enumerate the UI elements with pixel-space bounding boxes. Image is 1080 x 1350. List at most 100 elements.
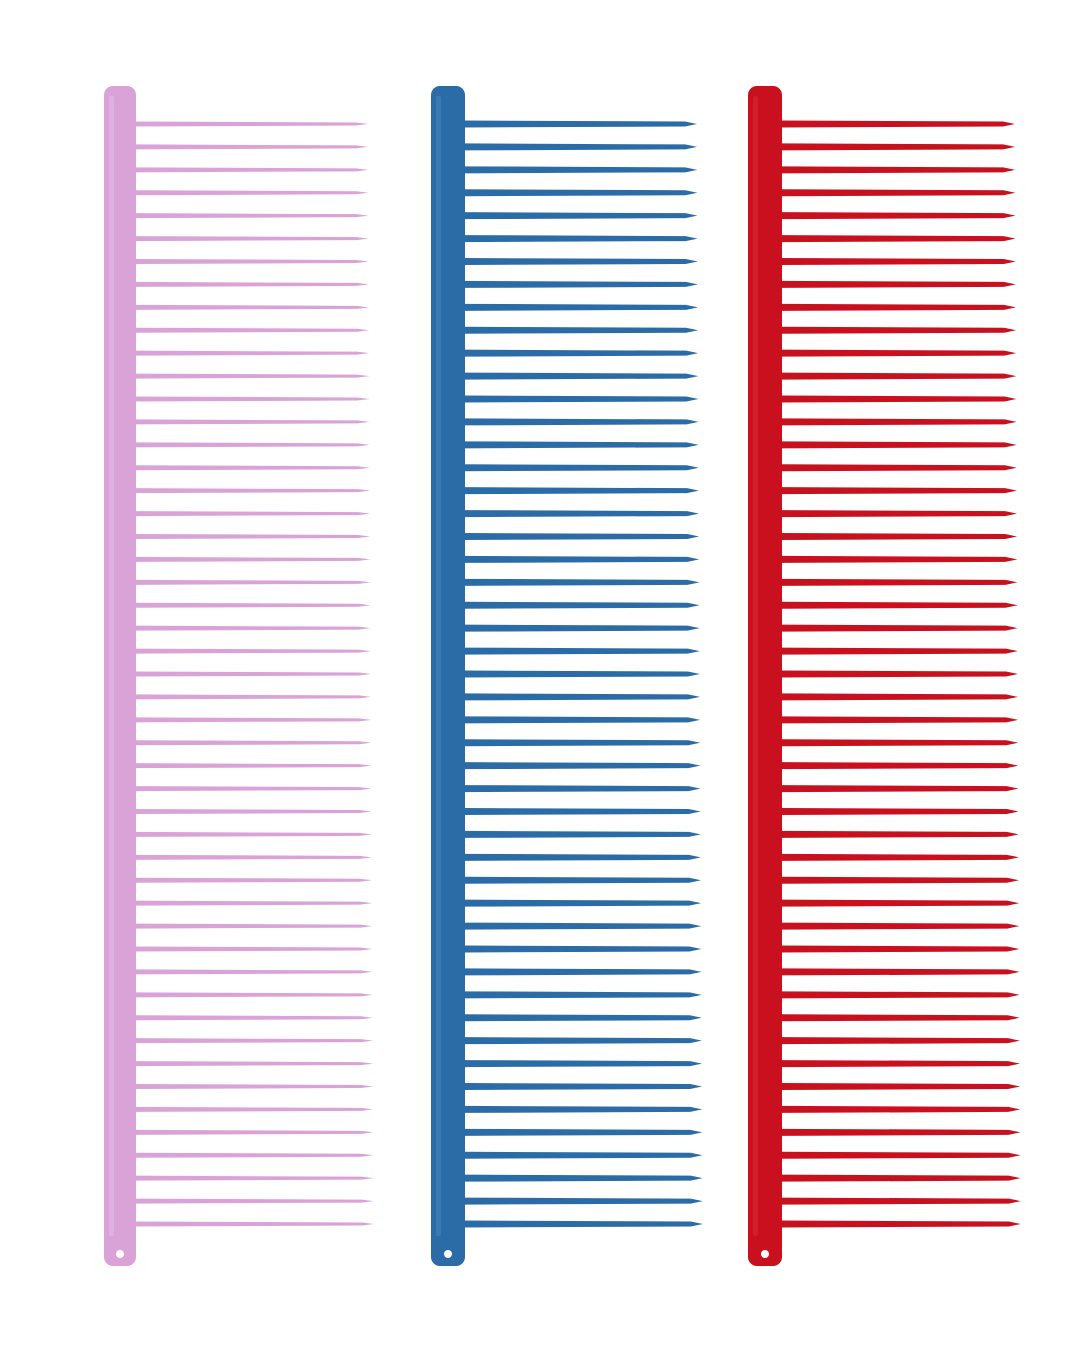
comb-tooth — [780, 739, 1019, 747]
comb-hanging-hole — [761, 1250, 769, 1258]
comb-tooth — [134, 854, 372, 860]
comb-tooth — [463, 212, 698, 220]
comb-tooth — [463, 762, 701, 770]
comb-tooth — [780, 945, 1020, 953]
comb-tooth — [134, 969, 373, 975]
comb-tooth — [463, 1105, 703, 1113]
comb-tooth — [134, 1175, 374, 1181]
comb-tooth — [134, 625, 371, 631]
comb-tooth — [780, 1220, 1021, 1228]
comb-tooth — [134, 1198, 374, 1204]
comb-spine-highlight — [109, 96, 114, 1236]
comb-tooth — [134, 350, 370, 356]
comb-tooth — [463, 578, 700, 586]
comb-tooth — [780, 808, 1019, 815]
comb-tooth — [134, 831, 372, 837]
comb-tooth — [463, 945, 702, 953]
comb-tooth — [134, 671, 371, 677]
comb-tooth — [134, 717, 372, 723]
comb-tooth — [463, 143, 698, 151]
comb-tooth — [780, 716, 1019, 724]
blue-comb — [431, 86, 703, 1266]
comb-tooth — [463, 624, 700, 632]
comb-tooth — [463, 1037, 702, 1045]
comb-tooth — [134, 1015, 373, 1021]
comb-tooth — [463, 601, 700, 609]
comb-tooth — [463, 418, 699, 426]
comb-tooth — [780, 830, 1019, 838]
comb-tooth — [780, 1060, 1021, 1068]
comb-tooth — [463, 1151, 703, 1159]
comb-tooth — [134, 373, 370, 379]
comb-tooth — [780, 441, 1017, 449]
red-comb — [748, 86, 1021, 1266]
comb-tooth — [134, 396, 370, 402]
comb-tooth — [780, 372, 1017, 380]
comb-tooth — [134, 190, 369, 196]
comb-tooth — [780, 395, 1017, 403]
comb-tooth — [463, 830, 701, 838]
comb-tooth — [463, 785, 701, 793]
comb-tooth — [134, 327, 370, 333]
comb-tooth — [780, 464, 1017, 472]
comb-tooth — [463, 693, 701, 701]
comb-tooth — [780, 326, 1017, 334]
comb-tooth — [780, 418, 1017, 426]
comb-tooth — [780, 647, 1018, 655]
comb-tooth — [134, 442, 370, 448]
comb-tooth — [463, 739, 701, 747]
comb-tooth — [463, 853, 701, 861]
comb-spine — [104, 86, 136, 1266]
comb-tooth — [463, 1014, 702, 1022]
comb-tooth — [780, 991, 1020, 999]
comb-tooth — [134, 213, 369, 219]
comb-tooth — [134, 992, 373, 998]
comb-tooth — [463, 716, 701, 724]
comb-tooth — [463, 349, 699, 357]
comb-tooth — [463, 464, 699, 472]
comb-tooth — [134, 694, 372, 700]
comb-tooth — [134, 1038, 373, 1044]
comb-tooth — [780, 853, 1019, 861]
comb-tooth — [134, 144, 369, 150]
comb-tooth — [780, 670, 1018, 678]
comb-tooth — [134, 304, 369, 310]
comb-tooth — [780, 876, 1020, 884]
comb-tooth — [134, 419, 370, 425]
comb-tooth — [780, 235, 1016, 243]
comb-tooth — [463, 510, 700, 518]
comb-tooth — [780, 1151, 1021, 1159]
comb-tooth — [463, 991, 702, 999]
comb-tooth — [134, 763, 372, 769]
comb-tooth — [780, 762, 1019, 770]
comb-tooth — [780, 510, 1018, 518]
comb-tooth — [780, 922, 1020, 930]
comb-tooth — [134, 1129, 374, 1135]
comb-tooth — [463, 166, 698, 174]
comb-tooth — [463, 876, 702, 884]
comb-tooth — [134, 1221, 374, 1227]
comb-tooth — [780, 120, 1015, 128]
comb-tooth — [463, 235, 698, 243]
comb-tooth — [134, 740, 372, 746]
comb-tooth — [134, 281, 369, 287]
comb-tooth — [134, 556, 371, 562]
comb-tooth — [780, 258, 1016, 265]
comb-tooth — [463, 922, 702, 930]
comb-tooth — [780, 280, 1016, 288]
comb-tooth — [780, 899, 1020, 907]
comb-tooth — [780, 624, 1018, 632]
comb-tooth — [134, 488, 370, 494]
comb-tooth — [463, 1197, 703, 1205]
comb-tooth — [463, 280, 698, 288]
comb-tooth — [134, 1084, 374, 1089]
comb-tooth — [463, 808, 701, 815]
comb-tooth — [134, 534, 371, 539]
comb-spine-highlight — [436, 96, 441, 1236]
comb-tooth — [463, 647, 700, 655]
comb-tooth — [134, 1106, 374, 1112]
comb-tooth — [463, 1128, 703, 1136]
comb-tooth — [780, 555, 1018, 563]
comb-hanging-hole — [444, 1250, 452, 1258]
